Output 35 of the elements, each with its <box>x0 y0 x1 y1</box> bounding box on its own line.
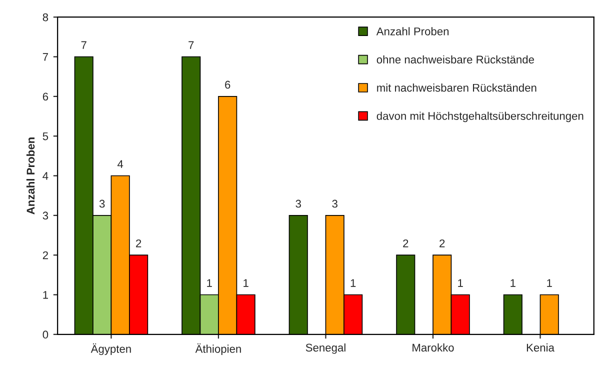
y-tick-label: 8 <box>42 13 48 22</box>
legend-label: mit nachweisbaren Rückständen <box>377 84 536 92</box>
legend-label: Anzahl Proben <box>376 27 449 36</box>
legend-label: davon mit Höchstgehaltsüberschreitungen <box>376 112 584 122</box>
data-label: 1 <box>207 279 212 287</box>
data-label: 4 <box>117 160 124 168</box>
x-tick-label: Kenia <box>526 343 554 352</box>
data-label: 3 <box>99 200 105 208</box>
data-label: 2 <box>403 239 408 248</box>
data-label: 6 <box>225 80 230 89</box>
y-tick-label: 1 <box>43 291 48 299</box>
data-label: 1 <box>350 279 356 287</box>
y-tick-label: 3 <box>42 212 48 220</box>
data-label: 1 <box>510 279 516 287</box>
data-label: 3 <box>296 200 301 208</box>
data-label: 1 <box>458 279 463 287</box>
y-tick-label: 0 <box>42 330 48 339</box>
x-tick-label: Marokko <box>412 343 454 352</box>
y-tick-label: 6 <box>42 92 48 101</box>
data-label: 1 <box>547 279 552 287</box>
y-tick-label: 4 <box>42 172 48 180</box>
x-tick-label: Senegal <box>306 343 346 354</box>
y-tick-label: 5 <box>42 132 48 140</box>
x-tick-label: Äthiopien <box>195 343 241 356</box>
data-label: 7 <box>188 41 194 49</box>
data-label: 7 <box>81 41 86 49</box>
data-label: 2 <box>440 239 445 248</box>
data-label: 1 <box>244 279 248 287</box>
y-tick-label: 7 <box>42 53 48 61</box>
legend-label: ohne nachweisbare Rückstände <box>376 55 534 64</box>
x-tick-label: Ägypten <box>90 343 131 356</box>
y-tick-label: 2 <box>42 251 48 260</box>
y-axis-title: Anzahl Proben <box>26 138 35 214</box>
data-label: 3 <box>332 200 338 208</box>
data-label: 2 <box>136 239 142 248</box>
